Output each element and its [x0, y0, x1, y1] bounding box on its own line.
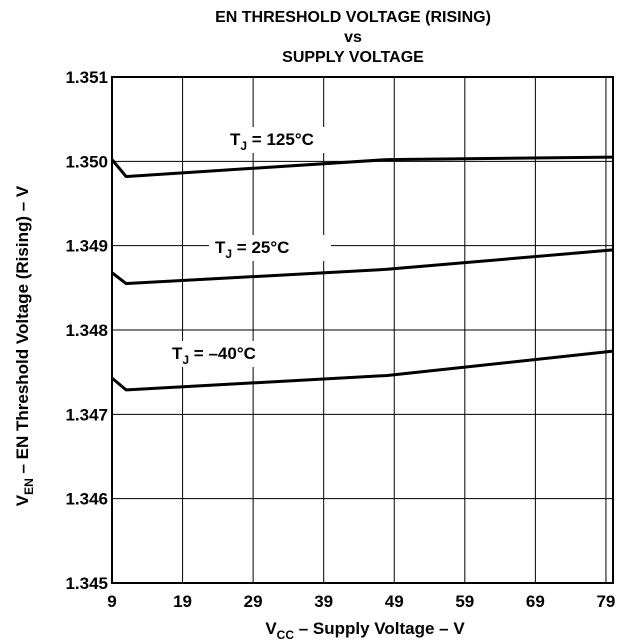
- x-tick-label: 79: [596, 592, 615, 611]
- annotation-sub: J: [225, 247, 232, 261]
- annotation-main: T: [172, 344, 183, 363]
- annotation-rest: = –40°C: [189, 344, 256, 363]
- y-axis-label-rest: – EN Threshold Voltage (Rising) – V: [13, 185, 32, 478]
- x-tick-label: 9: [107, 592, 116, 611]
- x-axis-label: VCC – Supply Voltage – V: [265, 619, 465, 641]
- plot-frame: [111, 76, 614, 584]
- series-annotations: TJ = 125°CTJ = 25°CTJ = –40°C: [166, 127, 354, 367]
- annotation-sub: J: [240, 139, 247, 153]
- y-tick-label: 1.347: [65, 405, 108, 424]
- y-tick-label: 1.348: [65, 321, 108, 340]
- annotation-background: [166, 341, 296, 367]
- x-axis-label-sub: CC: [277, 628, 295, 641]
- y-tick-label: 1.346: [65, 490, 108, 509]
- series-lines: [110, 155, 614, 392]
- x-tick-labels: 9 19 29 39 49 59 69 79: [107, 592, 615, 611]
- annotation-background: [209, 235, 331, 261]
- series-line: [111, 349, 614, 392]
- x-tick-label: 69: [526, 592, 545, 611]
- x-axis-label-rest: – Supply Voltage – V: [294, 619, 465, 638]
- series-annotation: TJ = 25°C: [215, 238, 289, 261]
- annotation-sub: J: [182, 353, 189, 367]
- x-tick-label: 59: [455, 592, 474, 611]
- annotation-background: [224, 127, 354, 153]
- annotation-rest: = 25°C: [232, 238, 289, 257]
- y-tick-label: 1.345: [65, 574, 108, 593]
- series-line: [110, 155, 614, 178]
- y-tick-labels: 1.345 1.346 1.347 1.348 1.349 1.350 1.351: [65, 68, 108, 593]
- chart-title-line-3: SUPPLY VOLTAGE: [282, 49, 424, 66]
- y-tick-label: 1.351: [65, 68, 108, 87]
- y-axis-label: VEN – EN Threshold Voltage (Rising) – V: [13, 185, 36, 506]
- x-tick-label: 39: [314, 592, 333, 611]
- annotation-main: T: [230, 130, 241, 149]
- y-axis-label-main: V: [13, 494, 32, 506]
- x-tick-label: 19: [173, 592, 192, 611]
- annotation-rest: = 125°C: [247, 130, 314, 149]
- y-tick-label: 1.349: [65, 237, 108, 256]
- series-line: [111, 248, 614, 286]
- annotation-main: T: [215, 238, 226, 257]
- series-annotation: TJ = –40°C: [172, 344, 256, 367]
- x-tick-label: 49: [385, 592, 404, 611]
- y-axis-label-sub: EN: [22, 478, 36, 495]
- x-axis-label-main: V: [265, 619, 277, 638]
- y-tick-label: 1.350: [65, 152, 108, 171]
- series-annotation: TJ = 125°C: [230, 130, 314, 153]
- grid: [112, 77, 613, 583]
- x-tick-label: 29: [244, 592, 263, 611]
- chart-title-line-1: EN THRESHOLD VOLTAGE (RISING): [215, 9, 491, 26]
- chart-title-line-2: vs: [344, 29, 362, 46]
